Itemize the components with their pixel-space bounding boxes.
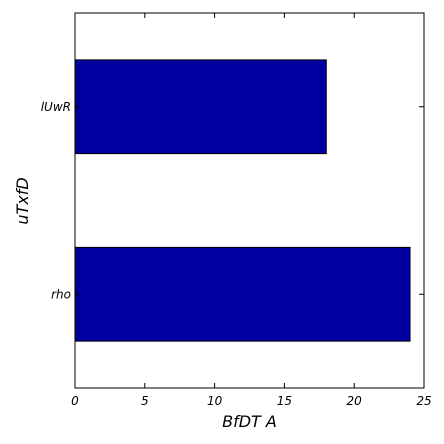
y-tick-label: lUwR	[41, 100, 71, 114]
bar-lUwR	[74, 59, 327, 155]
bars-layer	[74, 59, 411, 342]
x-axis-label: BfDT A	[222, 412, 277, 431]
ticks-layer: rho lUwR 0 5 10 15 20 25	[41, 13, 432, 408]
bar-rho	[74, 246, 411, 342]
x-tick-label: 5	[141, 394, 149, 408]
plot-frame	[74, 12, 425, 389]
y-axis-label: uTxfD	[13, 177, 32, 224]
x-tick-label: 20	[347, 394, 363, 408]
x-tick-label: 10	[207, 394, 223, 408]
y-tick-label: rho	[51, 287, 71, 301]
x-tick-label: 15	[277, 394, 292, 408]
x-tick-label: 25	[416, 394, 431, 408]
x-tick-label: 0	[71, 394, 79, 408]
